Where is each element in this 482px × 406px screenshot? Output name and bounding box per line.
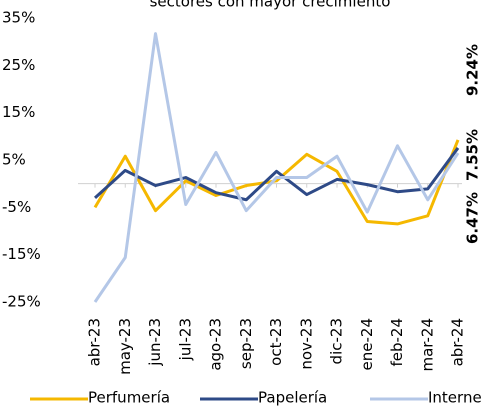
legend-label: Perfumería [88,389,170,406]
x-tick-label: dic-23 [328,318,346,364]
x-tick-label: feb-24 [388,318,406,367]
value-label: 6.47% [464,192,482,244]
x-tick-label: may-23 [116,318,134,375]
series-line [93,139,460,226]
value-label: 7.55% [464,129,482,181]
legend-label: Internet [428,389,482,406]
x-tick-label: ago-23 [207,318,225,371]
y-tick-label: 35% [2,9,35,27]
y-tick-label: 15% [2,103,35,121]
x-tick-label: jun-23 [146,318,164,367]
legend-label: Papelería [258,389,327,406]
x-tick-label: nov-23 [297,318,315,370]
chart-title: sectores con mayor crecimiento [150,0,391,11]
y-tick-label: -15% [2,245,41,263]
y-tick-label: -25% [2,293,41,311]
x-tick-label: jul-23 [176,318,194,361]
x-tick-label: abr-24 [449,318,467,366]
series-line [93,147,460,202]
series-line [93,32,460,303]
x-tick-label: sep-23 [237,318,255,369]
y-tick-label: 25% [2,56,35,74]
y-tick-label: 5% [2,151,26,169]
value-label: 9.24% [464,44,482,96]
x-tick-label: oct-23 [267,318,285,366]
x-tick-label: mar-24 [418,318,436,372]
x-tick-label: ene-24 [358,318,376,370]
y-tick-label: -5% [2,198,31,216]
x-tick-label: abr-23 [86,318,104,366]
